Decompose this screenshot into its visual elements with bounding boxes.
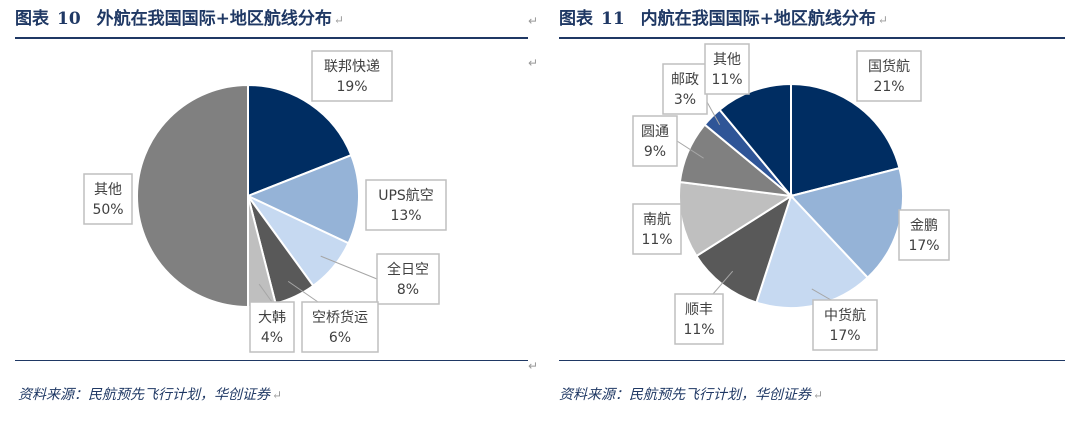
slice-name: 邮政: [671, 72, 699, 88]
return-mark: ↵: [877, 13, 888, 27]
figure-11-title-text: 内航在我国国际+地区航线分布: [640, 9, 876, 29]
return-mark: ↵: [528, 359, 539, 373]
leader-line: [320, 255, 378, 280]
slice-label-7: 其他 11%: [704, 43, 750, 95]
figure-10-top-rule: [15, 37, 528, 39]
pie-slices: [136, 83, 361, 309]
figure-10-panel: 图表 10 外航在我国国际+地区航线分布 ↵ 联邦快递 19% UPS航空 13% 全日空 8%…: [0, 0, 530, 421]
label-box: [376, 253, 440, 305]
slice-value-label: 4%: [261, 330, 283, 346]
slice-label-0: 国货航 21%: [856, 50, 922, 102]
slice-value-label: 6%: [329, 330, 351, 346]
slice-value-label: 17%: [829, 328, 860, 344]
figure-10-title: 图表 10 外航在我国国际+地区航线分布 ↵: [15, 4, 344, 29]
slice-label-0: 联邦快递 19%: [311, 50, 393, 102]
label-box: [365, 179, 447, 231]
slice-value-label: 3%: [674, 92, 696, 108]
pie-slice-1: [245, 153, 361, 245]
slice-label-2: 全日空 8%: [320, 253, 440, 305]
label-box: [856, 50, 922, 102]
slice-value-label: 11%: [641, 232, 672, 248]
figure-11-source: 资料来源：民航预先飞行计划，华创证券 ↵: [559, 387, 824, 403]
return-mark: ↵: [528, 56, 539, 70]
slice-value-label: 21%: [873, 79, 904, 95]
label-box: [812, 299, 878, 351]
label-box: [704, 43, 750, 95]
slice-label-4: 大韩 4%: [249, 283, 295, 353]
figure-10-bottom-rule: [15, 360, 528, 361]
leader-line: [811, 288, 832, 301]
slice-name: 南航: [643, 212, 671, 228]
figure-11-pie-chart: 国货航 21% 金鹏 17% 中货航 17% 顺丰 11% 南航 11% 圆通 9% 邮政 3% 其他 11%: [632, 43, 950, 351]
slice-name: 大韩: [258, 310, 286, 326]
pie-slice-5: [136, 83, 249, 309]
slice-name: 其他: [94, 182, 122, 198]
slice-value-label: 19%: [336, 79, 367, 95]
slice-value-label: 50%: [92, 202, 123, 218]
figure-10-label: 图表: [15, 9, 49, 29]
slice-value-label: 9%: [644, 144, 666, 160]
leader-line: [712, 270, 734, 295]
slice-value-label: 8%: [397, 282, 419, 298]
slice-name: 全日空: [387, 261, 429, 278]
pie-slice-3: [695, 193, 793, 304]
figure-10-number: 10: [57, 9, 81, 29]
label-box: [311, 50, 393, 102]
slice-name: 顺丰: [685, 302, 713, 318]
return-mark: ↵: [528, 14, 539, 28]
pie-slice-0: [247, 83, 353, 198]
figure-11-top-rule: [559, 37, 1065, 39]
slice-value-label: 11%: [711, 72, 742, 88]
slice-name: 联邦快递: [324, 59, 380, 75]
figure-11-number: 11: [601, 9, 625, 29]
slice-name: 其他: [713, 52, 741, 68]
slice-label-1: 金鹏 17%: [898, 209, 950, 261]
slice-name: 空桥货运: [312, 309, 368, 326]
label-box: [674, 293, 724, 345]
return-mark: ↵: [333, 13, 344, 27]
slice-label-1: UPS航空 13%: [365, 179, 447, 231]
slice-label-3: 空桥货运 6%: [287, 280, 379, 353]
pie-slices: [678, 82, 904, 309]
leader-line: [676, 140, 704, 159]
slice-label-6: 邮政 3%: [662, 63, 721, 125]
label-box: [83, 173, 133, 225]
slice-value-label: 13%: [390, 208, 421, 224]
slice-name: 金鹏: [910, 218, 938, 234]
slice-name: 中货航: [824, 307, 866, 324]
pie-slice-7: [718, 82, 792, 199]
figure-10-pie-chart: 联邦快递 19% UPS航空 13% 全日空 8% 空桥货运 6% 大韩 4% 其他 50%: [83, 50, 447, 353]
slice-value-label: 17%: [908, 238, 939, 254]
figure-11-title: 图表 11 内航在我国国际+地区航线分布 ↵: [559, 4, 888, 29]
label-box: [301, 301, 379, 353]
slice-value-label: 11%: [683, 322, 714, 338]
figure-10-source: 资料来源：民航预先飞行计划，华创证券 ↵: [18, 387, 283, 403]
figure-11-bottom-rule: [559, 360, 1065, 361]
slice-label-5: 圆通 9%: [632, 115, 704, 167]
leader-line: [706, 101, 721, 125]
slice-name: 圆通: [641, 124, 669, 140]
slice-name: UPS航空: [378, 188, 434, 204]
pie-slice-4: [678, 180, 794, 258]
figure-11-label: 图表: [559, 9, 593, 29]
figure-11-panel: 图表 11 内航在我国国际+地区航线分布 ↵ 国货航 21% 金鹏 17% 中货航 17% 顺丰 1…: [545, 0, 1067, 421]
slice-label-5: 其他 50%: [83, 173, 133, 225]
label-box: [249, 301, 295, 353]
slice-label-2: 中货航 17%: [811, 288, 878, 351]
slice-label-4: 南航 11%: [632, 203, 682, 255]
leader-line: [287, 280, 319, 303]
slice-name: 国货航: [868, 58, 910, 75]
label-box: [662, 63, 708, 115]
label-box: [632, 115, 678, 167]
pie-slice-0: [790, 82, 901, 198]
label-box: [898, 209, 950, 261]
leader-line: [258, 283, 273, 303]
label-box: [632, 203, 682, 255]
slice-label-3: 顺丰 11%: [674, 270, 734, 345]
figure-10-title-text: 外航在我国国际+地区航线分布: [96, 9, 332, 29]
